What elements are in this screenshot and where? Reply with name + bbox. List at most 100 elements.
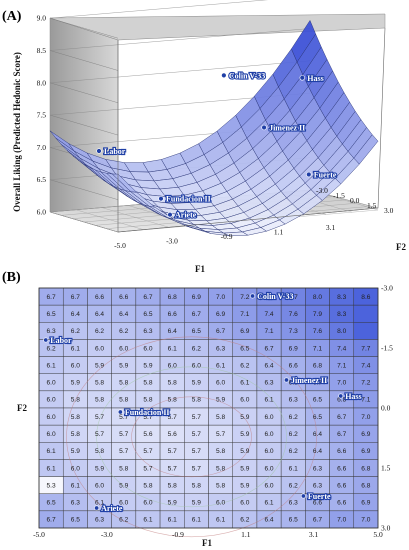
cell-value: 5.9 — [240, 482, 249, 489]
contour-line — [96, 366, 287, 508]
cell-value: 6.7 — [337, 431, 346, 438]
cell-value: 6.5 — [313, 397, 322, 404]
cell-value: 6.6 — [337, 448, 346, 455]
y-axis-ticks: -3.0 -1.5 0.0 1.5 3.0 — [316, 186, 394, 215]
cell-value: 5.8 — [71, 431, 80, 438]
y-tick-label: -1.5 — [333, 191, 345, 200]
z-tick-label: 8.5 — [37, 46, 47, 55]
cell-value: 6.0 — [240, 397, 249, 404]
cell-value: 6.0 — [264, 448, 273, 455]
cell-value: 5.7 — [192, 448, 201, 455]
cell-value: 5.9 — [240, 448, 249, 455]
cell-value: 6.0 — [264, 431, 273, 438]
cell-value: 5.8 — [168, 380, 177, 387]
cultivar-label: Fundacion II — [125, 408, 170, 417]
cell-value: 6.1 — [264, 500, 273, 507]
cell-value: 6.1 — [95, 500, 104, 507]
cell-value: 6.1 — [47, 465, 56, 472]
x-axis-ticks: -5.0 -3.0 -0.9 1.1 3.1 — [114, 223, 335, 250]
cell-value: 6.6 — [95, 294, 104, 301]
cell-value: 7.6 — [313, 328, 322, 335]
z-axis-label: Overall Liking (Predicted Hedonic Score) — [12, 52, 22, 212]
cell-value: 6.9 — [216, 311, 225, 318]
cell-value: 5.6 — [168, 431, 177, 438]
cell-value: 6.5 — [143, 311, 152, 318]
cell-value: 6.2 — [71, 328, 80, 335]
cell-value: 6.2 — [119, 517, 128, 524]
cell-value: 7.2 — [361, 380, 370, 387]
cell-value: 6.0 — [192, 362, 201, 369]
cell-value: 8.0 — [337, 328, 346, 335]
cell-value: 6.7 — [47, 294, 56, 301]
cell-value: 6.7 — [192, 311, 201, 318]
map-y-tick-label: 0.0 — [381, 404, 391, 413]
cell-value: 6.4 — [71, 311, 80, 318]
cell-value: 6.1 — [168, 345, 177, 352]
cell-value: 6.2 — [95, 328, 104, 335]
cell-value: 6.9 — [361, 448, 370, 455]
cell-value: 5.8 — [216, 482, 225, 489]
cell-value: 6.7 — [216, 328, 225, 335]
wall-gridline — [49, 28, 311, 51]
cell-value: 6.6 — [337, 500, 346, 507]
cell-value: 6.0 — [264, 465, 273, 472]
cell-value: 6.0 — [168, 362, 177, 369]
cultivar-marker — [338, 393, 344, 399]
cell-value: 5.9 — [71, 380, 80, 387]
cell-value: 7.4 — [337, 345, 346, 352]
cell-value: 6.9 — [289, 345, 298, 352]
cultivar-label: Labor — [104, 147, 126, 156]
cultivar-label: Ariete — [175, 211, 197, 220]
cell-value: 6.5 — [240, 345, 249, 352]
cultivar-label: Ariete — [101, 504, 123, 513]
cell-value: 6.2 — [289, 448, 298, 455]
cell-value: 6.2 — [47, 345, 56, 352]
cell-value: 6.0 — [216, 380, 225, 387]
cell-value: 6.8 — [337, 397, 346, 404]
cell-value: 6.3 — [264, 380, 273, 387]
cell-value: 6.5 — [289, 380, 298, 387]
cell-value: 6.4 — [168, 328, 177, 335]
cell-value: 5.9 — [119, 482, 128, 489]
cell-value: 7.1 — [313, 345, 322, 352]
z-tick-label: 7.0 — [37, 143, 47, 152]
cell-value: 6.4 — [95, 311, 104, 318]
cell-value: 5.9 — [95, 362, 104, 369]
cell-value: 5.7 — [216, 431, 225, 438]
cell-value: 6.8 — [313, 362, 322, 369]
cell-value: 6.3 — [313, 465, 322, 472]
cell-value: 6.6 — [313, 500, 322, 507]
cultivar-label: Jimenez II — [269, 124, 305, 133]
cultivar-marker — [300, 493, 306, 499]
cultivar-marker — [96, 148, 102, 154]
map-y-tick-label: 1.5 — [381, 464, 391, 473]
cultivar-marker — [283, 377, 289, 383]
cell-value: 7.9 — [313, 311, 322, 318]
cell-value: 6.0 — [47, 431, 56, 438]
cell-value: 5.8 — [95, 397, 104, 404]
cell-value: 5.9 — [192, 380, 201, 387]
map-y-tick-label: -1.5 — [381, 344, 393, 353]
contour-map-panel: (B) 6.7 6.7 6.6 6.6 6.7 6.8 6.9 7.0 7.2 7.4 7.7 8.0… — [2, 270, 393, 548]
cell-value: 5.9 — [216, 397, 225, 404]
cell-value: 7.0 — [337, 380, 346, 387]
x-tick-label: 1.1 — [274, 228, 284, 237]
cultivar-marker — [94, 505, 100, 511]
cell-value: 5.8 — [168, 482, 177, 489]
cell-value: 6.9 — [192, 294, 201, 301]
cell-value: 5.7 — [192, 465, 201, 472]
cell-value: 7.6 — [289, 311, 298, 318]
cell-value: 5.8 — [143, 380, 152, 387]
cell-value: 5.9 — [240, 431, 249, 438]
cultivar-label: Jimenez II — [291, 376, 327, 385]
cell-value: 5.8 — [95, 448, 104, 455]
cell-value: 5.6 — [143, 431, 152, 438]
z-tick-label: 9.0 — [37, 14, 47, 23]
cell-value: 5.9 — [119, 362, 128, 369]
cell-value: 6.0 — [143, 345, 152, 352]
cell-value: 7.4 — [264, 294, 273, 301]
map-y-ticks: -3.0 -1.5 0.0 1.5 3.0 — [381, 284, 393, 533]
cell-value: 6.0 — [71, 362, 80, 369]
cell-value: 7.3 — [289, 328, 298, 335]
